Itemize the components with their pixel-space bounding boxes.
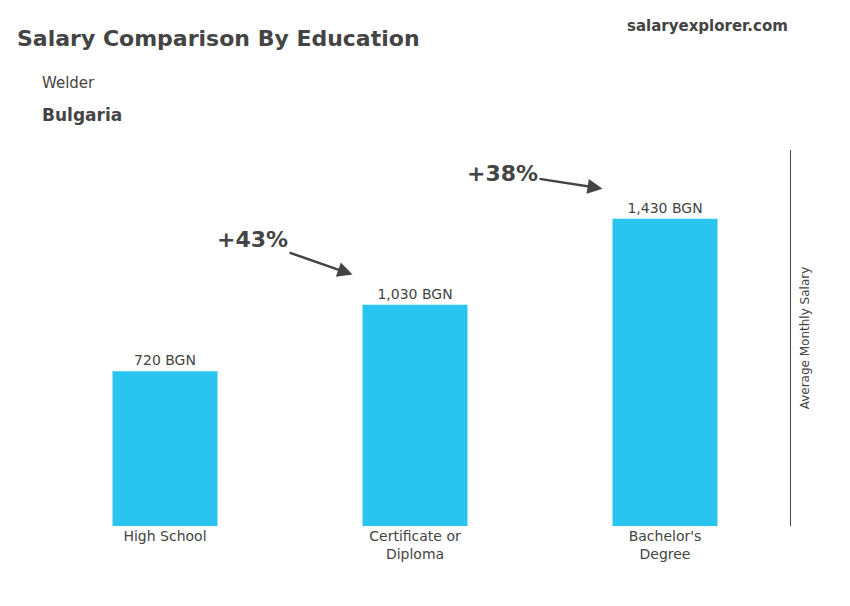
svg-text:Average Monthly Salary: Average Monthly Salary <box>798 267 812 410</box>
svg-text:Salary Comparison By Education: Salary Comparison By Education <box>17 26 420 51</box>
svg-text:Bulgaria: Bulgaria <box>42 105 122 125</box>
svg-text:Welder: Welder <box>42 74 95 92</box>
svg-text:+38%: +38% <box>467 161 538 186</box>
svg-text:1,430 BGN: 1,430 BGN <box>627 200 702 216</box>
svg-text:Bachelor'sDegree: Bachelor'sDegree <box>629 528 702 562</box>
svg-text:1,030 BGN: 1,030 BGN <box>377 286 452 302</box>
svg-text:Certificate orDiploma: Certificate orDiploma <box>369 528 461 562</box>
svg-text:salaryexplorer.com: salaryexplorer.com <box>627 17 788 35</box>
svg-text:+43%: +43% <box>217 227 288 252</box>
svg-text:High School: High School <box>123 528 206 544</box>
svg-text:720 BGN: 720 BGN <box>134 352 196 368</box>
